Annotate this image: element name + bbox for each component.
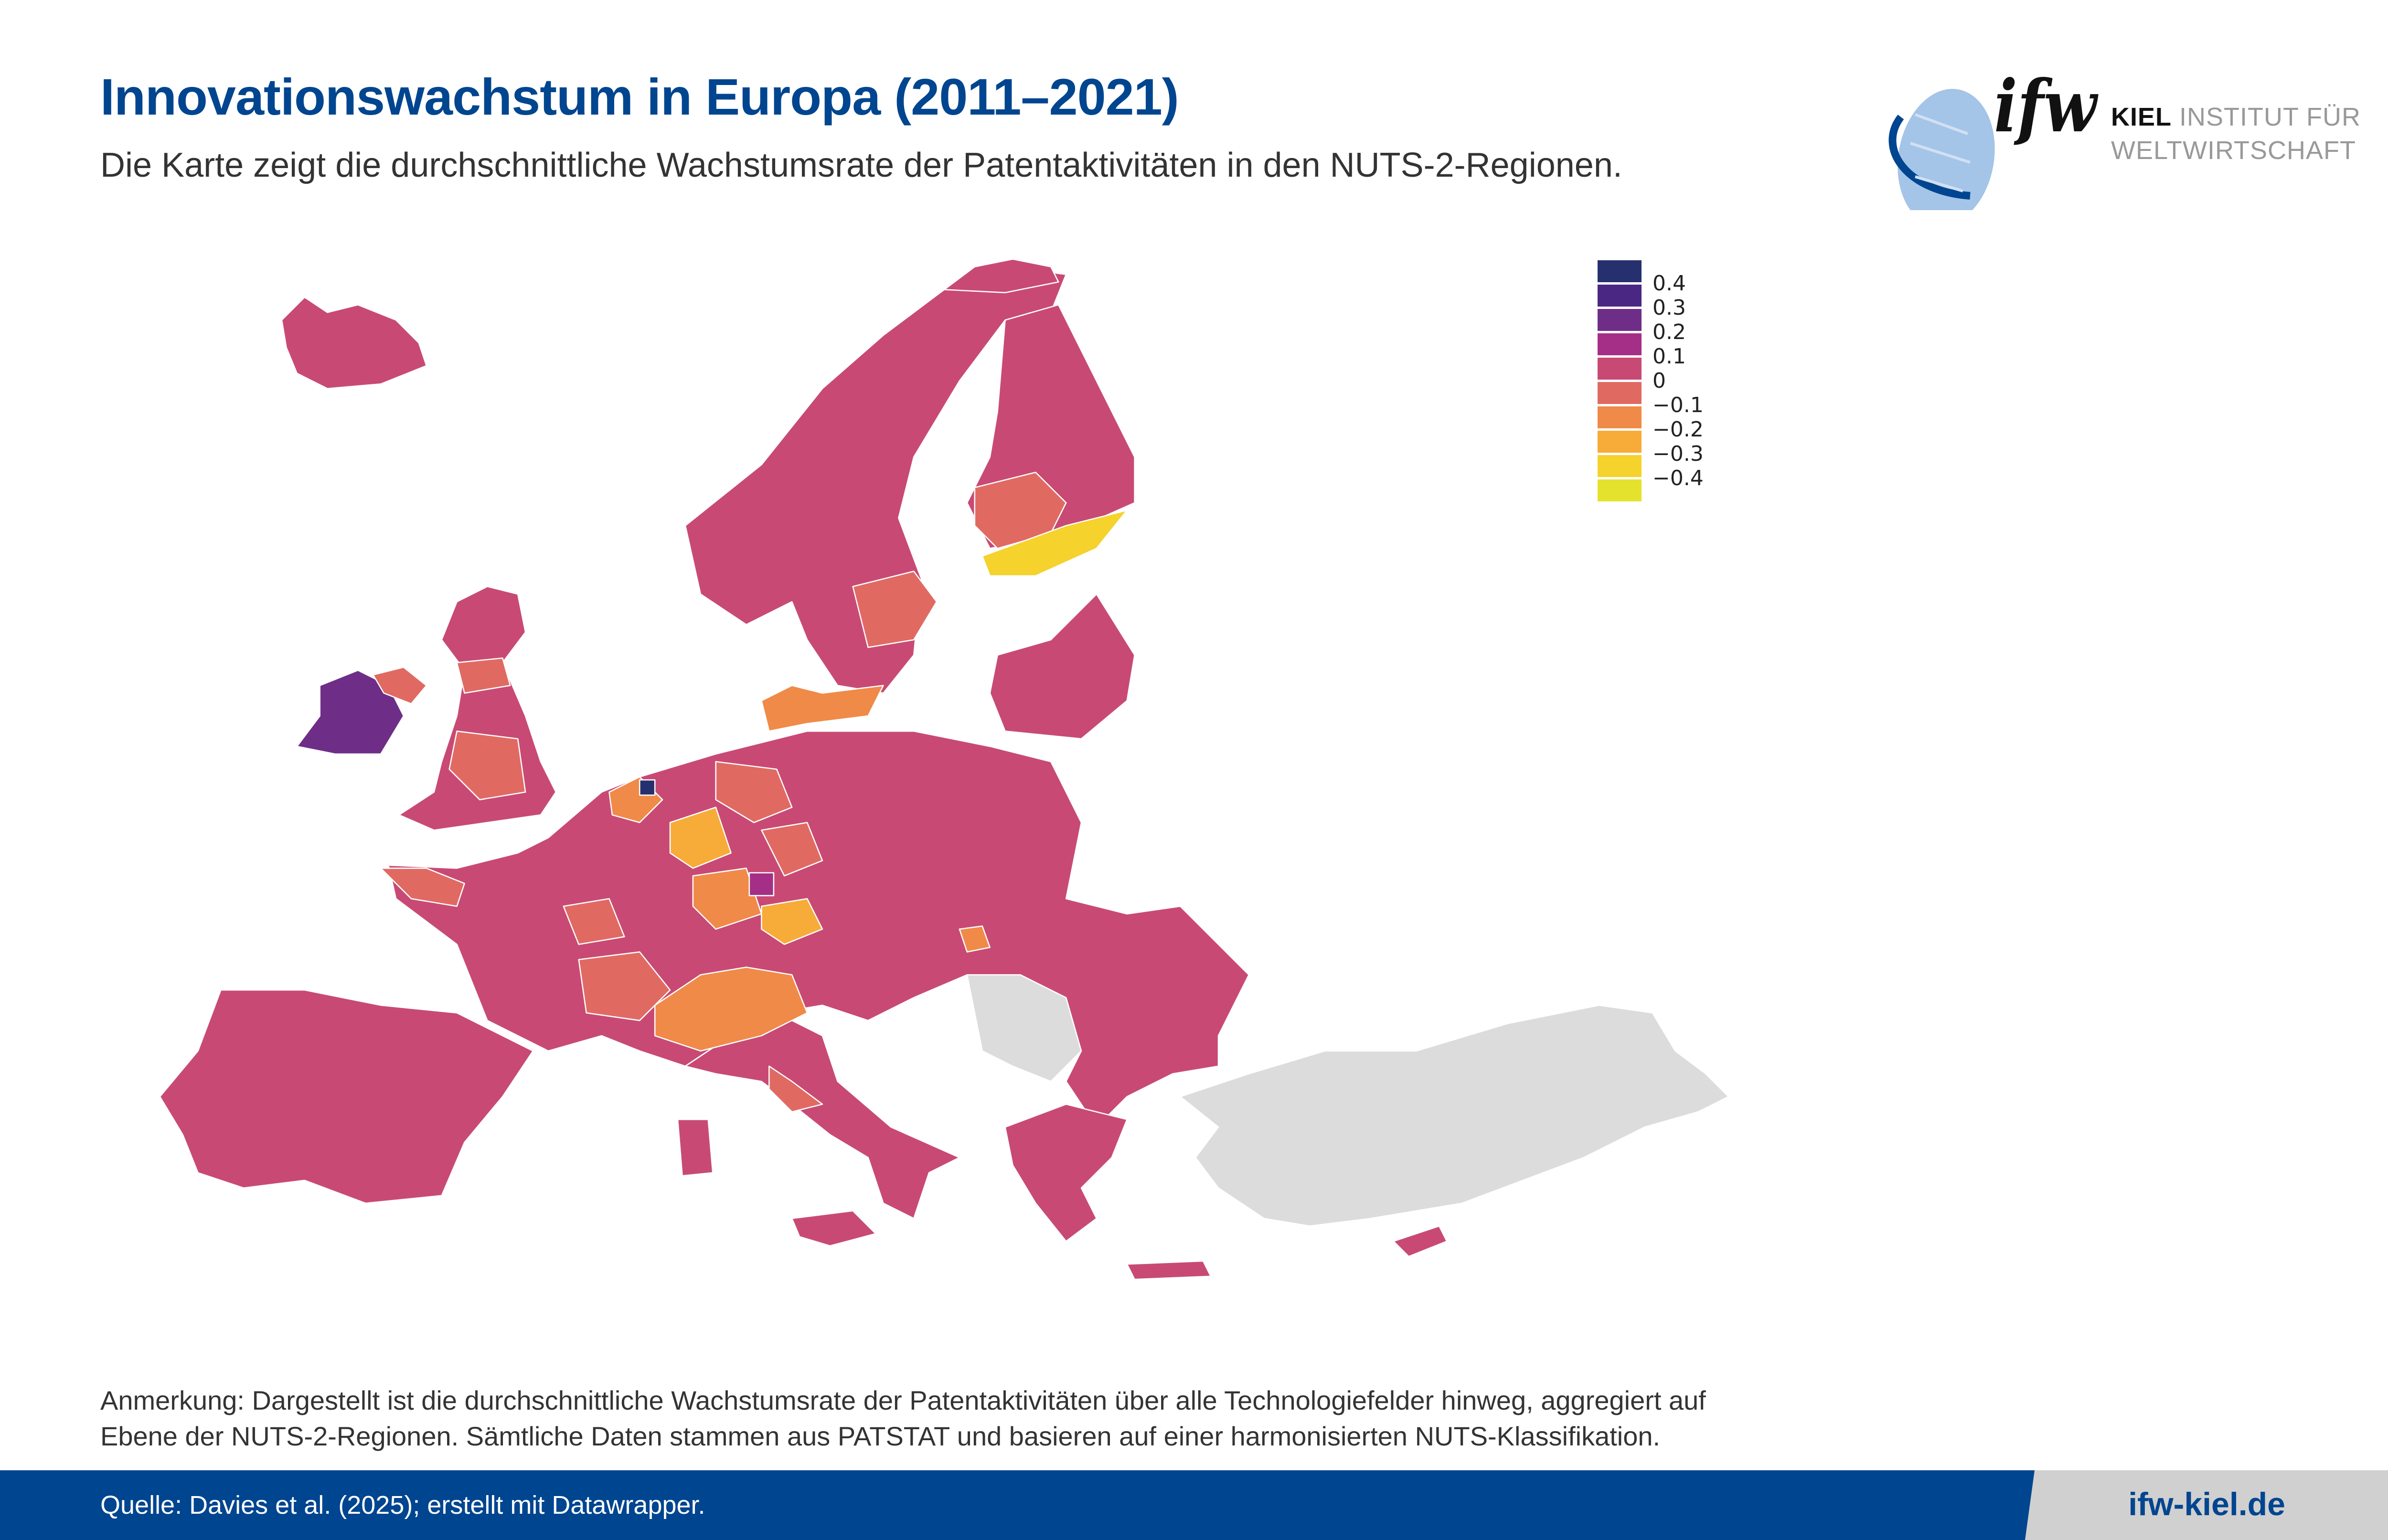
legend-label: 0.4 (1652, 271, 1686, 296)
page-subtitle: Die Karte zeigt die durchschnittliche Wa… (100, 146, 1622, 184)
legend-label: 0 (1652, 369, 1666, 393)
footnote: Anmerkung: Dargestellt ist die durchschn… (100, 1382, 1706, 1454)
logo-text: KIEL INSTITUT FÜR WELTWIRTSCHAFT (2111, 100, 2361, 167)
footer-bar: Quelle: Davies et al. (2025); erstellt m… (0, 1470, 2388, 1540)
region-germany-south (692, 867, 762, 930)
region-germany-north (715, 761, 793, 823)
legend-label: 0.3 (1652, 296, 1686, 320)
region-central-italy (768, 1065, 823, 1113)
region-helsinki (981, 510, 1128, 577)
legend-swatch (1598, 455, 1642, 477)
footnote-line-2: Ebene der NUTS-2-Regionen. Sämtliche Dat… (100, 1421, 1661, 1451)
legend-swatch (1598, 358, 1642, 380)
region-utrecht (639, 779, 656, 796)
logo-line-1: KIEL INSTITUT FÜR (2111, 103, 2361, 131)
region-scotland-east (456, 657, 511, 694)
legend-swatch (1598, 285, 1642, 307)
region-iceland (281, 297, 427, 389)
region-bretagne (380, 867, 465, 907)
legend-label: −0.1 (1652, 393, 1704, 417)
region-norway-north (943, 258, 1059, 294)
legend-label: 0.1 (1652, 344, 1686, 369)
region-sardinia (677, 1119, 714, 1177)
region-iberia (159, 989, 534, 1204)
footnote-line-1: Anmerkung: Dargestellt ist die durchschn… (100, 1385, 1706, 1415)
region-germany-west (669, 807, 732, 869)
legend-swatch (1598, 479, 1642, 501)
source-text: Quelle: Davies et al. (2025); erstellt m… (100, 1491, 705, 1519)
legend-swatch (1598, 431, 1642, 453)
footer-website-panel: ifw-kiel.de (2025, 1470, 2388, 1540)
website-link[interactable]: ifw-kiel.de (2128, 1486, 2285, 1522)
region-austria-west (761, 898, 823, 945)
region-stockholm (852, 571, 938, 648)
region-england-midlands (448, 730, 526, 800)
legend-label: 0.2 (1652, 320, 1686, 344)
region-hungary-west (959, 925, 991, 953)
region-turkey (1180, 1004, 1729, 1227)
region-cyprus (1393, 1225, 1448, 1257)
region-crete (1126, 1260, 1212, 1280)
logo-line-2: WELTWIRTSCHAFT (2111, 136, 2356, 165)
legend-label: −0.4 (1652, 466, 1704, 490)
region-bourgogne (563, 898, 625, 945)
region-bavaria-high (748, 872, 775, 896)
legend-swatch (1598, 382, 1642, 404)
legend-swatch (1598, 406, 1642, 428)
region-germany-east (761, 822, 823, 877)
legend-swatch (1598, 309, 1642, 331)
ifw-logo: ifw KIEL INSTITUT FÜR WELTWIRTSCHAFT (1887, 48, 2364, 210)
region-baltics (989, 593, 1135, 740)
region-greece (1004, 1104, 1128, 1242)
region-northern-ireland (372, 666, 427, 705)
page-title: Innovationswachstum in Europa (2011–2021… (100, 68, 1179, 126)
logo-mark: ifw (1994, 64, 2099, 149)
legend-label: −0.2 (1652, 417, 1704, 442)
region-norway-sweden (684, 266, 1067, 694)
globe-icon: ifw (1888, 64, 2099, 210)
region-sicily (791, 1210, 876, 1247)
legend-label: −0.3 (1652, 442, 1704, 466)
region-rhone-alpes (578, 951, 671, 1021)
region-northern-italy (654, 966, 808, 1052)
region-denmark (761, 685, 884, 732)
legend-swatch (1598, 260, 1642, 282)
legend-swatch (1598, 333, 1642, 355)
